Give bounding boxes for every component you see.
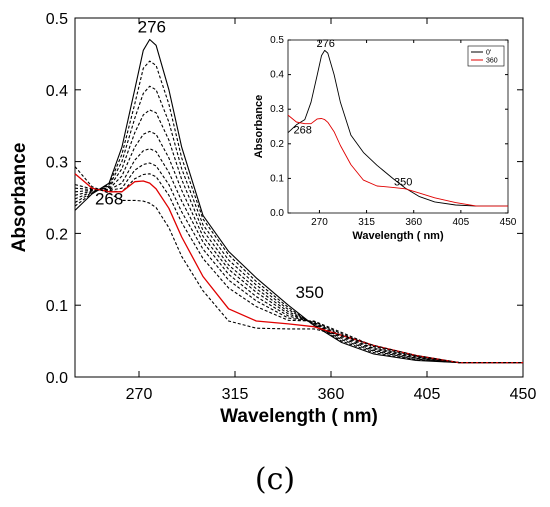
- spectra-figure: 270 315 360 405 450 0.0 0.1 0.2 0.3 0.4 0.5 276 268 3…: [9, 11, 536, 427]
- y-axis-title: Absorbance: [9, 143, 30, 253]
- series-line-2: [74, 85, 523, 364]
- inset-y-tick-label: 0.4: [270, 70, 284, 81]
- plot-frame: [74, 17, 524, 378]
- inset-x-tick-label: 405: [453, 217, 470, 228]
- series-line-1: [74, 60, 523, 364]
- series-line-5: [74, 148, 523, 364]
- series-line-7: [74, 173, 523, 364]
- inset-y-tick-label: 0.1: [270, 173, 284, 184]
- series-line-9: [74, 166, 523, 364]
- inset-y-tick-label: 0.2: [270, 139, 284, 150]
- y-tick-label: 0.5: [46, 11, 68, 28]
- y-tick-label: 0.3: [46, 155, 68, 172]
- inset-x-tick-label: 450: [500, 217, 517, 228]
- series-line-0: [74, 38, 523, 364]
- inset-chart: 270 315 360 405 450 0.0 0.1 0.2 0.3 0.4 0.5 276 268 3…: [253, 35, 517, 242]
- inset-x-tick-label: 270: [311, 217, 328, 228]
- x-tick-label: 315: [222, 386, 249, 403]
- annotation-350: 350: [295, 283, 323, 302]
- y-tick-label: 0.4: [46, 83, 68, 100]
- inset-x-tick-label: 315: [358, 217, 375, 228]
- panel-label: (c): [254, 462, 296, 497]
- inset-x-tick-label: 360: [405, 217, 422, 228]
- annotation-276: 276: [138, 17, 166, 36]
- inset-series-line-0: [287, 49, 508, 207]
- inset-y-tick-label: 0.3: [270, 104, 284, 115]
- inset-y-tick-label: 0.0: [270, 208, 284, 219]
- series-line-4: [74, 130, 523, 364]
- inset-annotation-350: 350: [394, 176, 412, 188]
- main-chart: 270 315 360 405 450 0.0 0.1 0.2 0.3 0.4 0.5 276 268 3…: [9, 11, 536, 427]
- inset-legend-box: [467, 45, 505, 67]
- x-tick-label: 270: [126, 386, 153, 403]
- inset-legend-label: 360: [486, 58, 498, 65]
- inset-series-line-1: [287, 114, 508, 207]
- series-line-3: [74, 109, 523, 364]
- inset-plot-frame: [287, 39, 509, 214]
- x-tick-label: 450: [510, 386, 537, 403]
- x-axis-title: Wavelength ( nm): [220, 406, 378, 427]
- x-tick-label: 360: [318, 386, 345, 403]
- inset-annotation-276: 276: [317, 38, 335, 50]
- series-line-6: [74, 162, 523, 364]
- inset-annotation-268: 268: [293, 124, 311, 136]
- y-tick-label: 0.0: [46, 370, 68, 387]
- y-tick-label: 0.2: [46, 226, 68, 243]
- annotation-268: 268: [95, 190, 123, 209]
- inset-y-axis-title: Absorbance: [253, 95, 265, 159]
- x-tick-label: 405: [414, 386, 441, 403]
- inset-y-tick-label: 0.5: [270, 35, 284, 46]
- inset-x-axis-title: Wavelength ( nm): [352, 230, 444, 242]
- y-tick-label: 0.1: [46, 298, 68, 315]
- series-line-8: [74, 173, 523, 364]
- inset-legend-label: 0': [486, 50, 491, 57]
